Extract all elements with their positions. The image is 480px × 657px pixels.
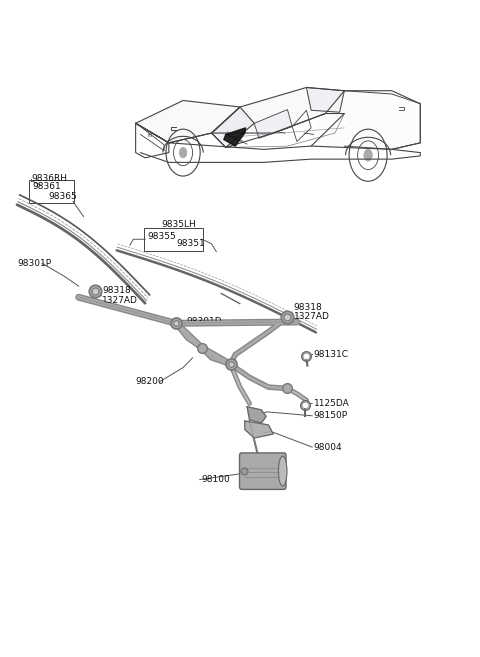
Text: 9835LH: 9835LH xyxy=(162,220,196,229)
Text: 9836RH: 9836RH xyxy=(31,174,67,183)
Text: 98318: 98318 xyxy=(294,302,323,311)
Text: 98131C: 98131C xyxy=(313,350,348,359)
Polygon shape xyxy=(212,107,254,147)
Polygon shape xyxy=(136,101,240,143)
Polygon shape xyxy=(247,407,266,423)
Circle shape xyxy=(364,149,372,161)
Text: 1125DA: 1125DA xyxy=(313,399,349,408)
Ellipse shape xyxy=(278,456,287,486)
Text: 98318: 98318 xyxy=(102,286,131,295)
Text: 98100: 98100 xyxy=(201,475,230,484)
Text: 98351: 98351 xyxy=(176,239,204,248)
Polygon shape xyxy=(224,128,246,146)
Text: 1327AD: 1327AD xyxy=(102,296,138,305)
Polygon shape xyxy=(306,87,344,112)
Text: 98004: 98004 xyxy=(313,443,342,451)
FancyBboxPatch shape xyxy=(240,453,286,489)
Text: H: H xyxy=(148,133,152,138)
Polygon shape xyxy=(254,110,292,138)
Text: 98365: 98365 xyxy=(48,192,77,201)
Text: 1327AD: 1327AD xyxy=(294,312,329,321)
Text: 98301D: 98301D xyxy=(187,317,223,327)
Polygon shape xyxy=(212,87,344,133)
Text: 98301P: 98301P xyxy=(17,259,51,268)
Text: 98361: 98361 xyxy=(33,182,61,191)
Circle shape xyxy=(179,147,187,158)
Text: 98200: 98200 xyxy=(136,377,164,386)
Text: 98355: 98355 xyxy=(147,232,176,241)
Polygon shape xyxy=(245,421,273,438)
Polygon shape xyxy=(311,91,420,149)
Text: 98150P: 98150P xyxy=(313,411,348,420)
